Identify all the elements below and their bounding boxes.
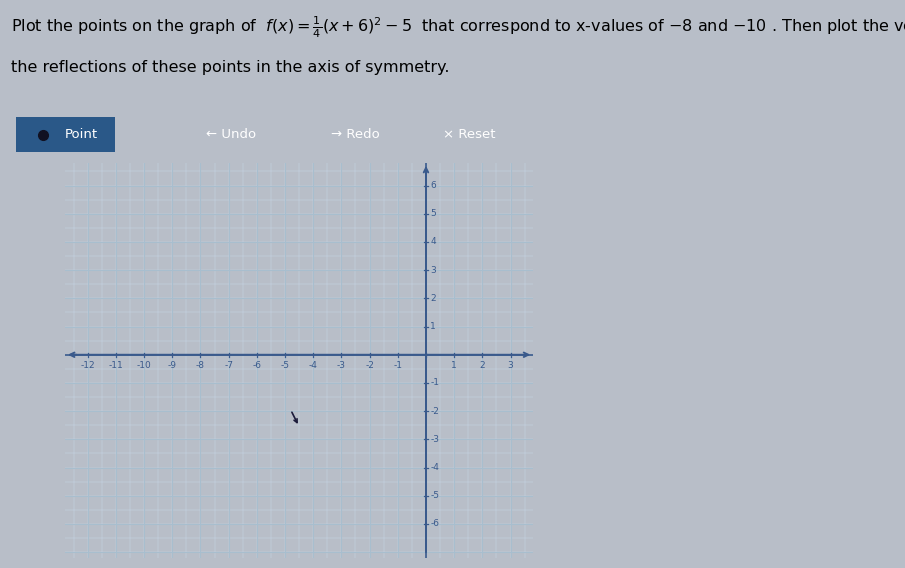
Text: -1: -1 bbox=[394, 361, 403, 370]
Text: -5: -5 bbox=[281, 361, 290, 370]
Text: -4: -4 bbox=[309, 361, 318, 370]
Text: -1: -1 bbox=[430, 378, 439, 387]
Text: -12: -12 bbox=[81, 361, 95, 370]
Text: → Redo: → Redo bbox=[331, 128, 380, 141]
Text: -9: -9 bbox=[167, 361, 176, 370]
Text: ← Undo: ← Undo bbox=[206, 128, 256, 141]
Text: 5: 5 bbox=[430, 209, 436, 218]
Text: 3: 3 bbox=[508, 361, 513, 370]
Text: 2: 2 bbox=[480, 361, 485, 370]
Text: -3: -3 bbox=[430, 435, 439, 444]
Text: Plot the points on the graph of  $f(x) = \frac{1}{4}(x+6)^2-5$  that correspond : Plot the points on the graph of $f(x) = … bbox=[11, 14, 905, 40]
Text: -11: -11 bbox=[109, 361, 123, 370]
Text: 6: 6 bbox=[430, 181, 436, 190]
Text: × Reset: × Reset bbox=[443, 128, 495, 141]
Text: -2: -2 bbox=[365, 361, 374, 370]
Text: Point: Point bbox=[64, 128, 98, 141]
Text: the reflections of these points in the axis of symmetry.: the reflections of these points in the a… bbox=[11, 60, 450, 74]
Text: -6: -6 bbox=[430, 520, 439, 528]
Text: 1: 1 bbox=[452, 361, 457, 370]
Text: 3: 3 bbox=[430, 266, 436, 275]
Text: -8: -8 bbox=[195, 361, 205, 370]
Text: -4: -4 bbox=[430, 463, 439, 472]
FancyBboxPatch shape bbox=[16, 117, 115, 152]
Text: 1: 1 bbox=[430, 322, 436, 331]
Text: -3: -3 bbox=[337, 361, 346, 370]
Text: -5: -5 bbox=[430, 491, 439, 500]
Text: -10: -10 bbox=[137, 361, 151, 370]
Text: -6: -6 bbox=[252, 361, 262, 370]
Text: 4: 4 bbox=[430, 237, 436, 247]
Text: 2: 2 bbox=[430, 294, 436, 303]
Text: -2: -2 bbox=[430, 407, 439, 416]
Text: -7: -7 bbox=[224, 361, 233, 370]
